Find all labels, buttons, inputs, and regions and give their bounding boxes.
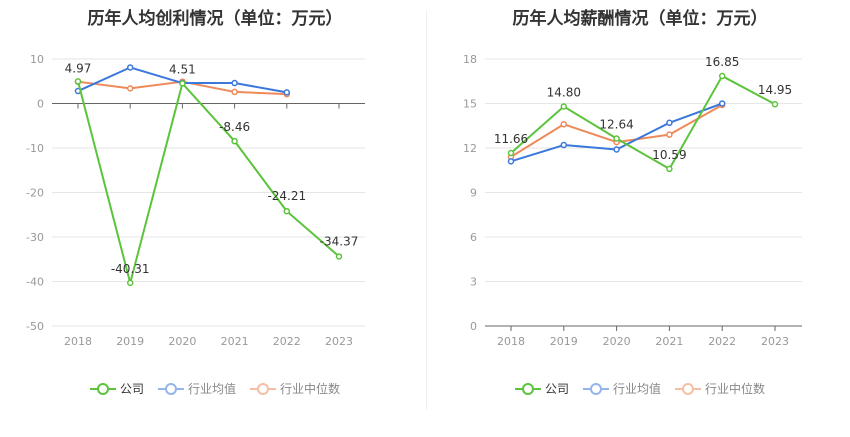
y-tick-label: -10 xyxy=(26,142,44,155)
series-0-point xyxy=(771,100,779,108)
y-tick-label: -40 xyxy=(26,276,44,289)
series-1-point xyxy=(231,79,238,87)
legend-marker-icon xyxy=(89,382,116,395)
series-0-point xyxy=(613,135,620,142)
x-tick-label: 2020 xyxy=(168,335,196,348)
x-tick-label: 2018 xyxy=(497,335,525,348)
legend-marker-icon xyxy=(250,382,277,395)
x-tick-label: 2023 xyxy=(325,335,353,348)
y-tick-label: 9 xyxy=(470,187,477,200)
series-1-point xyxy=(560,141,568,149)
series-0-point xyxy=(231,137,238,145)
legend-item-series-2[interactable]: 行业中位数 xyxy=(250,380,340,397)
x-tick-label: 2021 xyxy=(655,335,683,348)
series-0-line xyxy=(510,75,776,170)
data-label: 4.97 xyxy=(65,61,92,75)
data-label: 10.59 xyxy=(652,148,686,162)
legend-label: 行业中位数 xyxy=(705,382,766,396)
series-1-point xyxy=(126,64,134,71)
series-0-point xyxy=(283,207,291,215)
series-0-point xyxy=(666,165,673,173)
y-tick-label: 0 xyxy=(470,320,477,333)
legend-label: 行业均值 xyxy=(187,382,237,396)
series-1-point xyxy=(283,89,291,96)
salary-per-capita-chart: 18 15 12 9 6 3 0 2018 2019 2020 2021 2022 2023 11.66 1… xyxy=(463,53,802,348)
profit-per-capita-chart: 10 0 -10 -20 -30 -40 -50 2018 2019 2020 2021 2022 20… xyxy=(26,53,365,348)
x-tick-label: 2019 xyxy=(116,335,144,348)
legend-marker-icon xyxy=(582,382,609,395)
chart-2-title: 历年人均薪酬情况（单位：万元） xyxy=(512,9,768,29)
series-1-point xyxy=(507,158,515,165)
y-tick-label: -50 xyxy=(26,320,44,333)
chart-1-legend: 公司 行业均值 行业中位数 xyxy=(89,380,340,397)
x-tick-label: 2020 xyxy=(603,335,631,348)
series-0-point xyxy=(179,80,186,87)
data-label: 14.95 xyxy=(758,83,792,97)
chart-divider xyxy=(426,10,427,410)
y-tick-label: 10 xyxy=(30,53,44,66)
data-label: -40.31 xyxy=(111,262,150,276)
legend-item-series-0[interactable]: 公司 xyxy=(89,380,144,397)
legend-label: 公司 xyxy=(544,382,569,396)
y-tick-label: 6 xyxy=(470,231,477,244)
series-0-point xyxy=(718,72,726,80)
x-tick-label: 2023 xyxy=(761,335,789,348)
legend-label: 公司 xyxy=(119,382,144,396)
legend-item-series-2[interactable]: 行业中位数 xyxy=(675,380,765,397)
series-2-point xyxy=(126,85,134,92)
legend-label: 行业均值 xyxy=(612,382,662,396)
data-label: 14.80 xyxy=(547,85,581,99)
data-label: 11.66 xyxy=(494,132,528,146)
series-2-point xyxy=(560,121,568,128)
y-tick-label: 18 xyxy=(463,53,477,66)
y-tick-label: 12 xyxy=(463,142,477,155)
chart-1-title: 历年人均创利情况（单位：万元） xyxy=(87,9,343,29)
y-tick-label: -30 xyxy=(26,231,44,244)
x-tick-label: 2021 xyxy=(221,335,249,348)
x-tick-label: 2022 xyxy=(273,335,301,348)
series-0-point xyxy=(335,253,343,260)
data-label: -34.37 xyxy=(320,234,359,248)
data-label: -24.21 xyxy=(267,189,306,203)
legend-item-series-1[interactable]: 行业均值 xyxy=(157,380,237,397)
legend-marker-icon xyxy=(675,382,702,395)
legend-marker-icon xyxy=(157,382,184,395)
x-tick-label: 2022 xyxy=(708,335,736,348)
x-tick-label: 2019 xyxy=(550,335,578,348)
data-label: 12.64 xyxy=(599,118,633,132)
series-0-point xyxy=(507,149,515,157)
chart-2-legend: 公司 行业均值 行业中位数 xyxy=(514,380,765,397)
legend-item-series-1[interactable]: 行业均值 xyxy=(582,380,662,397)
series-1-point xyxy=(666,119,673,127)
legend-marker-icon xyxy=(514,382,541,395)
y-tick-label: -20 xyxy=(26,187,44,200)
legend-label: 行业中位数 xyxy=(280,382,341,396)
series-0-line xyxy=(77,81,340,284)
series-0-point xyxy=(74,78,82,85)
series-0-point xyxy=(126,279,134,287)
data-label: 4.51 xyxy=(169,62,196,76)
data-label: -8.46 xyxy=(219,120,250,134)
y-tick-label: 3 xyxy=(470,276,477,289)
series-1-point xyxy=(613,146,620,153)
data-label: 16.85 xyxy=(705,55,739,69)
x-tick-label: 2018 xyxy=(64,335,92,348)
legend-item-series-0[interactable]: 公司 xyxy=(514,380,569,397)
series-0-point xyxy=(560,103,568,110)
y-tick-label: 15 xyxy=(463,98,477,111)
series-2-point xyxy=(231,88,238,96)
series-1-point xyxy=(718,100,726,107)
series-2-point xyxy=(666,131,673,138)
y-tick-label: 0 xyxy=(37,98,44,111)
